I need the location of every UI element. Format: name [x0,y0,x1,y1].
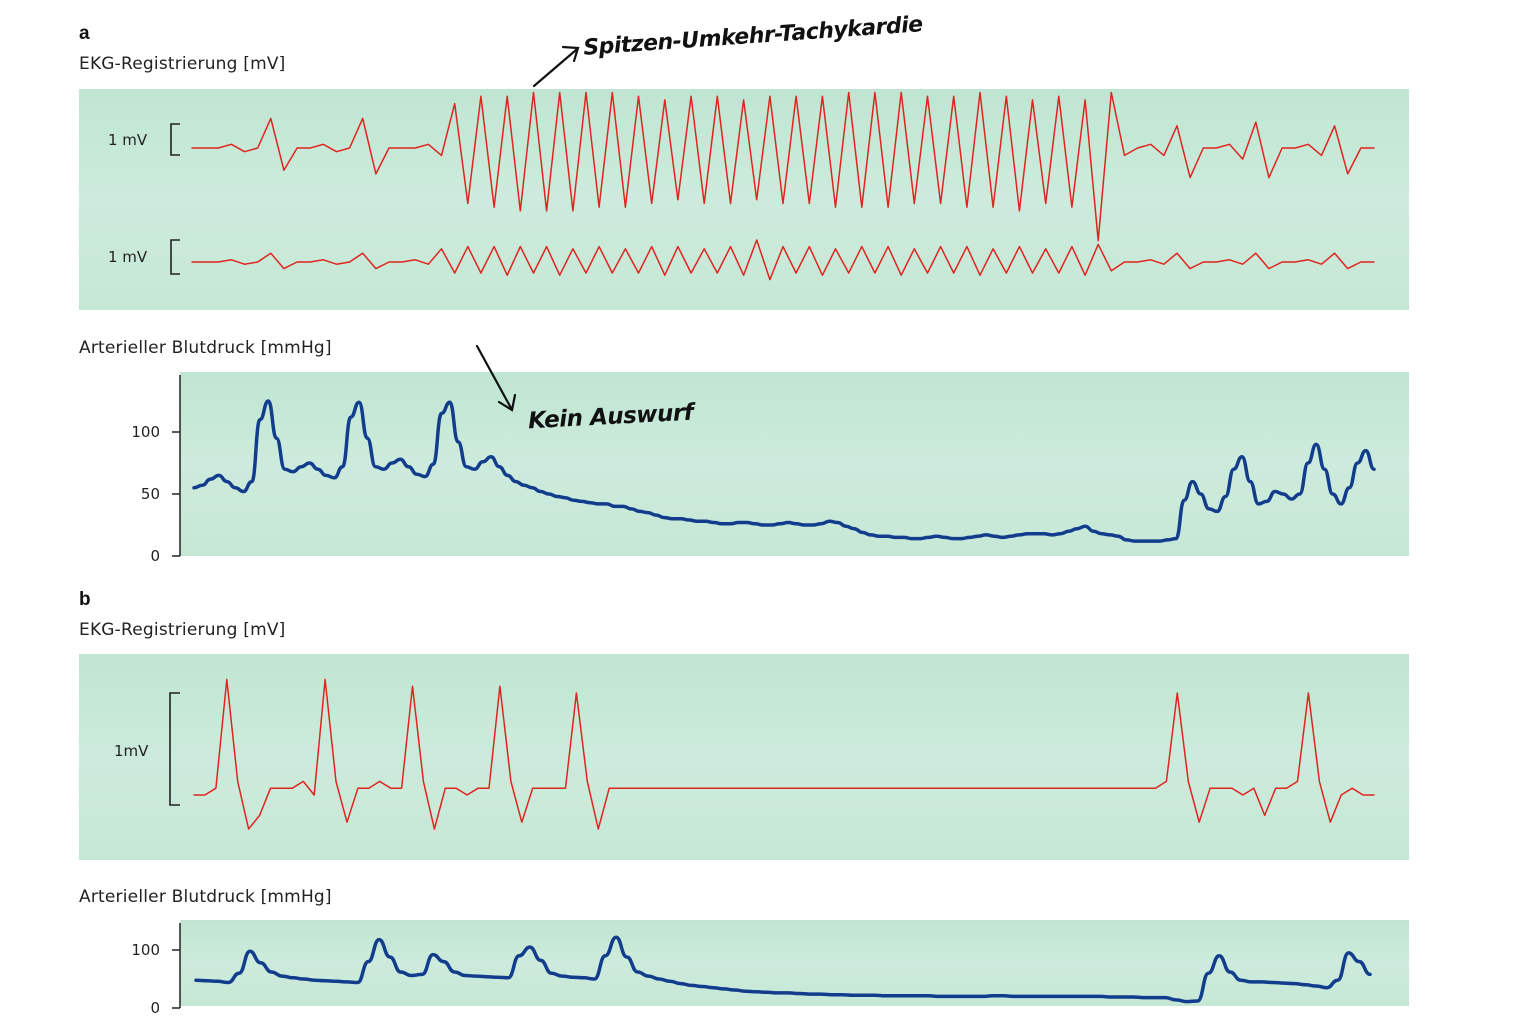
bp-tick-b-0: 0 [150,999,160,1017]
annotation-arrow-no-output [475,344,517,412]
panel-label-a: a [79,23,90,44]
ecg-trace-a-lead2 [191,239,1375,281]
scale-bar-a2 [170,239,180,275]
ekg-strip-b [79,654,1409,860]
bp-tick-a-50: 50 [141,485,160,503]
annotation-arrow-tachycardia [532,45,580,88]
scale-label-a1: 1 mV [108,131,148,149]
panel-label-b: b [79,589,91,610]
ekg-title-b: EKG-Registrierung [mV] [79,620,286,640]
scale-label-a2: 1 mV [108,248,148,266]
bp-axis-a [172,375,181,557]
scale-bar-b [169,692,180,806]
bp-tick-a-100: 100 [131,423,160,441]
scale-bar-a1 [170,123,180,156]
ekg-title-a: EKG-Registrierung [mV] [79,54,286,74]
scale-label-b: 1mV [114,742,149,760]
bp-tick-b-100: 100 [131,941,160,959]
ecg-trace-b [193,678,1375,830]
bp-title-b: Arterieller Blutdruck [mmHg] [79,887,332,907]
bp-trace-b [194,935,1372,1004]
bp-trace-a [192,399,1376,543]
bp-title-a: Arterieller Blutdruck [mmHg] [79,338,332,358]
ecg-trace-a-lead1 [191,91,1375,242]
bp-axis-b [172,923,181,1009]
bp-tick-a-0: 0 [150,547,160,565]
